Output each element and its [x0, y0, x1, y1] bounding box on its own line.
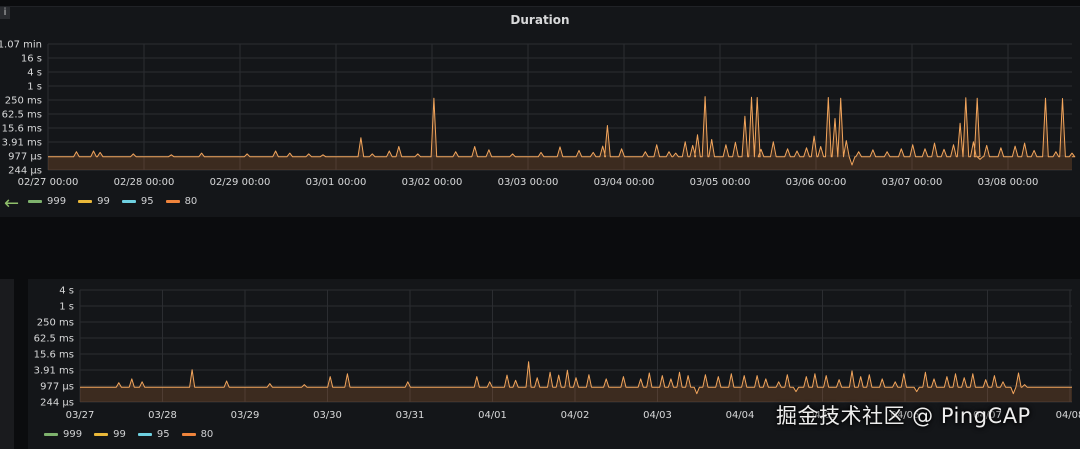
x-tick-label: 03/30	[313, 410, 342, 421]
series-80-area	[80, 361, 1072, 402]
series-80-line	[48, 96, 1076, 166]
x-tick-label: 03/08 00:00	[978, 177, 1039, 188]
duration-panel: i Duration	[0, 6, 1080, 217]
legend-label: 999	[47, 196, 67, 207]
x-tick-label: 03/04 00:00	[594, 177, 655, 188]
legend-top: 999 99 95 80	[28, 196, 209, 207]
x-tick-label: 03/31	[396, 410, 425, 421]
x-tick-label: 02/28 00:00	[114, 177, 175, 188]
legend-swatch	[165, 200, 180, 203]
y-tick-label: 15.6 ms	[34, 350, 74, 361]
watermark: 掘金技术社区 @ PingCAP	[776, 404, 1031, 428]
bottom-legend-item-80[interactable]: 80	[181, 429, 214, 440]
top-legend-item-99[interactable]: 99	[78, 196, 110, 207]
x-tick-label: 04/01	[478, 410, 507, 421]
legend-label: 95	[140, 196, 154, 207]
legend-swatch	[121, 200, 136, 203]
y-tick-label: 16 s	[21, 53, 42, 64]
legend-swatch	[44, 433, 58, 436]
series-80-area	[48, 96, 1075, 170]
x-tick-label: 03/27	[66, 410, 95, 421]
y-tick-label: 1 s	[27, 81, 42, 92]
legend-swatch	[181, 433, 196, 436]
legend-label: 999	[63, 429, 83, 440]
x-tick-label: 03/05 00:00	[690, 177, 751, 188]
x-tick-label: 03/28	[148, 410, 177, 421]
x-tick-label: 04/06	[891, 410, 920, 421]
y-tick-label: 977 µs	[8, 151, 42, 162]
x-tick-label: 04/08	[1056, 410, 1080, 421]
top-legend-item-95[interactable]: 95	[121, 196, 154, 207]
legend-swatch	[28, 200, 42, 203]
x-tick-label: 04/07	[973, 410, 1002, 421]
x-tick-label: 03/29	[231, 410, 260, 421]
x-tick-label: 04/03	[643, 410, 672, 421]
top-legend-item-80[interactable]: 80	[165, 196, 198, 207]
legend-swatch	[94, 433, 109, 436]
legend-label: 99	[113, 429, 126, 440]
bottom-legend-item-95[interactable]: 95	[137, 429, 170, 440]
y-tick-label: 4 s	[27, 67, 42, 78]
y-tick-label: 250 ms	[5, 95, 42, 106]
legend-label: 80	[200, 429, 214, 440]
x-tick-label: 04/02	[561, 410, 590, 421]
y-tick-label: 3.91 ms	[34, 365, 74, 376]
y-tick-label: 3.91 ms	[2, 137, 42, 148]
bottom-legend-item-999[interactable]: 999	[44, 429, 82, 440]
y-tick-label: 244 µs	[40, 398, 74, 409]
x-tick-label: 04/05	[808, 410, 837, 421]
legend-label: 95	[156, 429, 170, 440]
panel-title: Duration	[510, 13, 570, 27]
legend-swatch	[137, 433, 152, 436]
x-tick-label: 02/27 00:00	[18, 177, 79, 188]
y-tick-label: 250 ms	[37, 317, 74, 328]
y-tick-label: 1 s	[59, 301, 74, 312]
y-tick-label: 62.5 ms	[2, 109, 42, 120]
info-icon[interactable]: i	[0, 7, 10, 19]
x-tick-label: 03/07 00:00	[882, 177, 943, 188]
x-tick-label: 02/29 00:00	[210, 177, 271, 188]
side-strip	[0, 279, 14, 449]
top-legend-item-999[interactable]: 999	[28, 196, 66, 207]
legend-label: 99	[97, 196, 110, 207]
x-tick-label: 04/04	[726, 410, 755, 421]
legend-swatch	[78, 200, 93, 203]
x-tick-label: 03/06 00:00	[786, 177, 847, 188]
legend-label: 80	[184, 196, 198, 207]
y-tick-label: 1.07 min	[0, 40, 42, 51]
x-tick-label: 03/03 00:00	[498, 177, 559, 188]
legend-bottom: 999 99 95 80	[44, 429, 225, 440]
x-tick-label: 03/02 00:00	[402, 177, 463, 188]
y-tick-label: 977 µs	[40, 381, 74, 392]
y-tick-label: 62.5 ms	[34, 333, 74, 344]
y-tick-label: 15.6 ms	[2, 124, 42, 135]
collapse-legend-icon[interactable]: ←	[4, 193, 20, 214]
y-tick-label: 244 µs	[8, 166, 42, 177]
x-tick-label: 03/01 00:00	[306, 177, 367, 188]
series-80-line	[80, 361, 1072, 395]
y-tick-label: 4 s	[59, 286, 74, 297]
bottom-legend-item-99[interactable]: 99	[94, 429, 126, 440]
